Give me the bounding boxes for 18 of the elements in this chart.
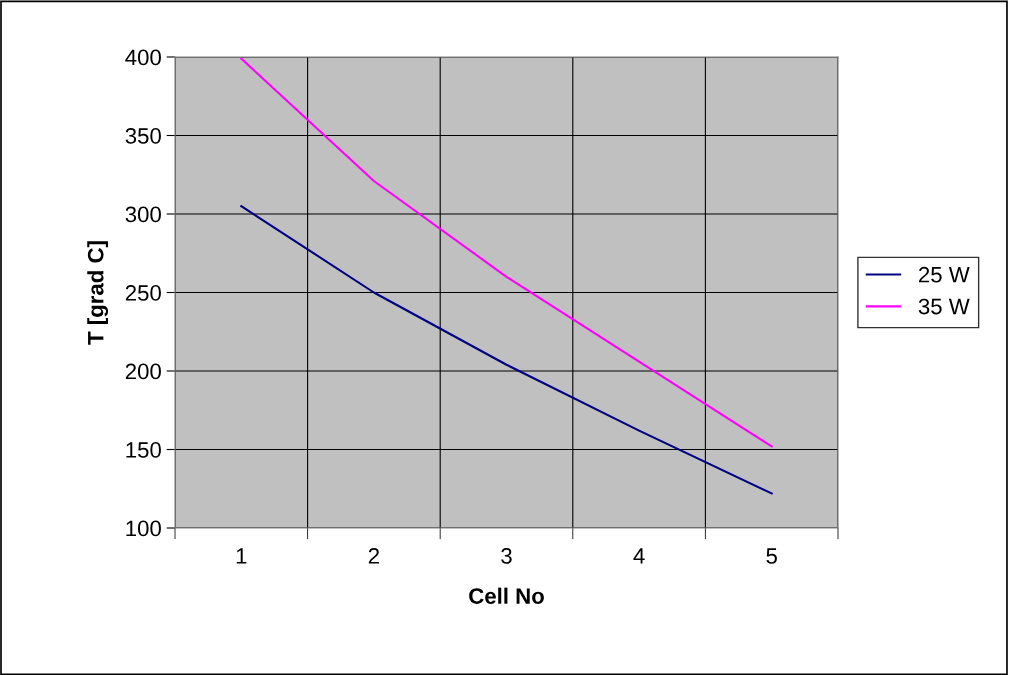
y-tick-label: 400 [125, 49, 161, 66]
x-axis-title: Cell No [469, 587, 544, 604]
y-tick-label: 100 [126, 520, 161, 537]
line-series [240, 57, 773, 448]
line-series [240, 205, 773, 495]
y-tick-label: 300 [125, 206, 161, 223]
x-tick-label: 1 [236, 548, 247, 564]
y-tick-label: 350 [125, 128, 161, 144]
x-tick-label: 3 [501, 548, 512, 564]
y-tick-label: 200 [125, 363, 161, 380]
legend-label: 25 W [919, 266, 970, 283]
y-tick-label: 150 [126, 442, 161, 458]
legend-label: 35 W [918, 298, 970, 315]
y-tick-label: 250 [125, 285, 161, 301]
x-tick-label: 4 [633, 548, 645, 564]
y-axis-title: T [grad C] [87, 241, 109, 345]
x-tick-label: 2 [368, 548, 379, 564]
x-tick-label: 5 [766, 548, 777, 564]
